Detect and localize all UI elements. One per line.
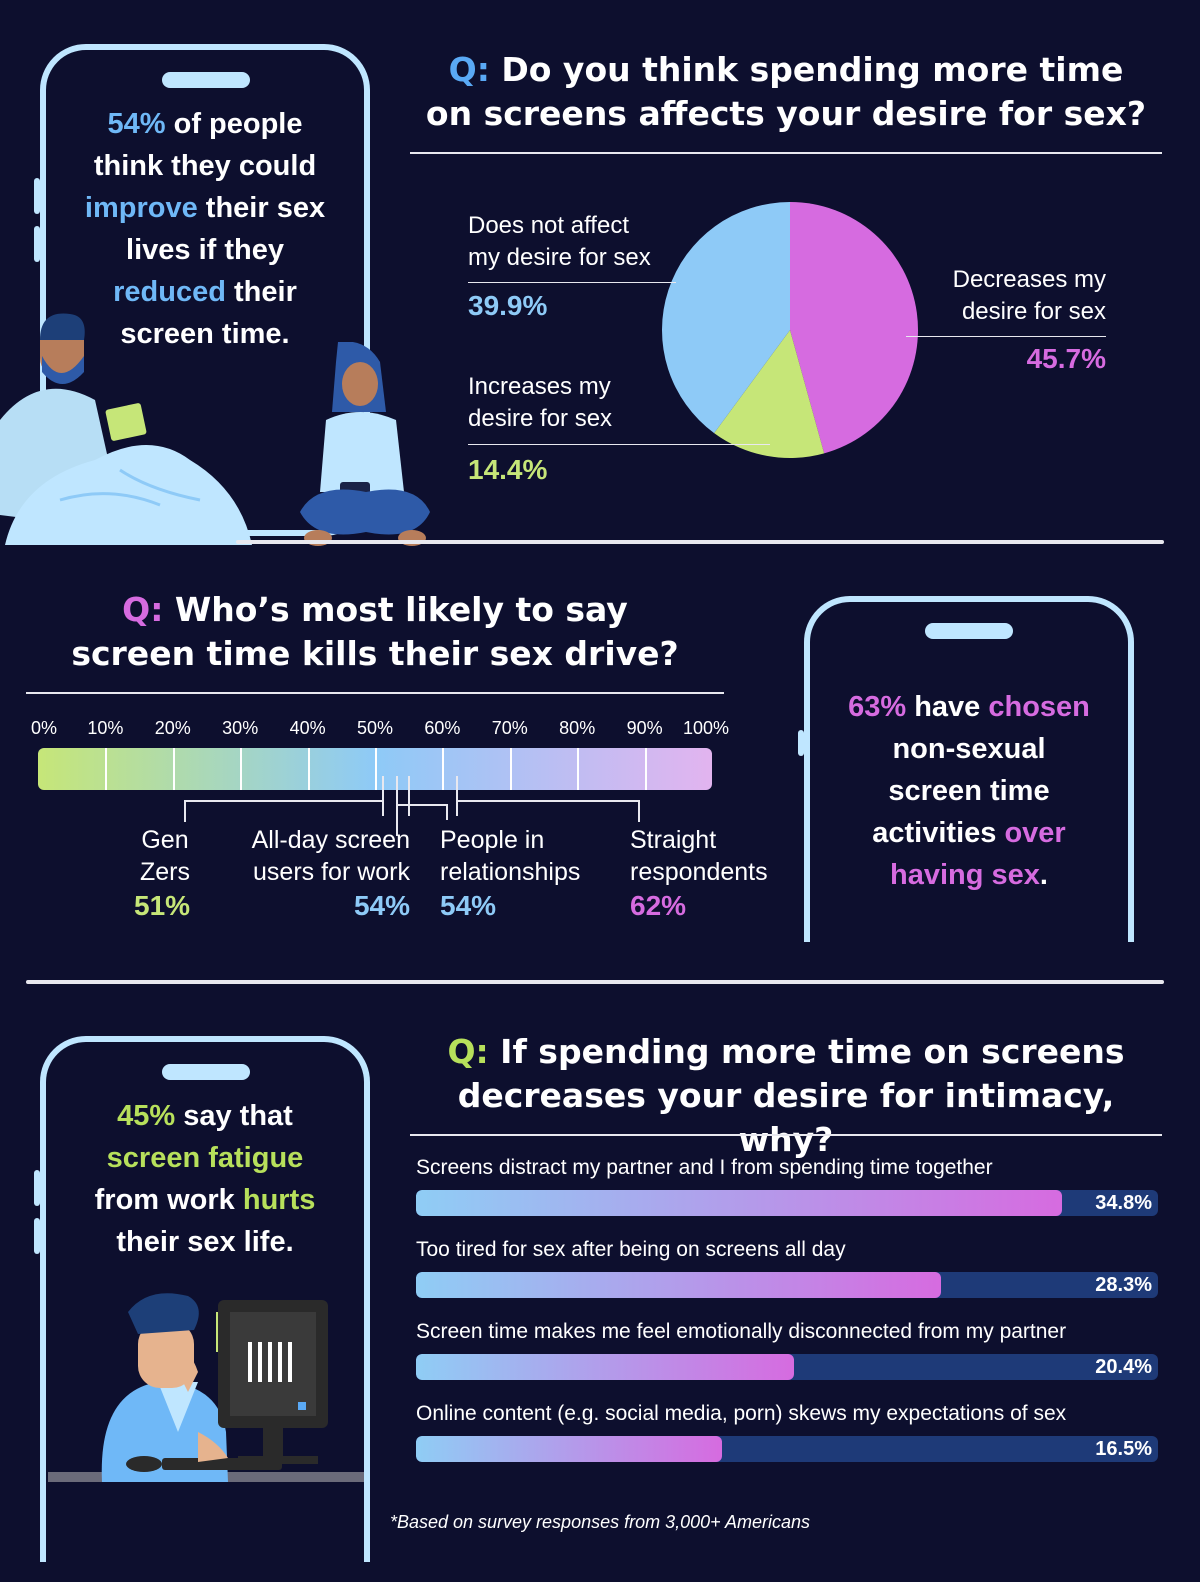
reason-bar — [416, 1272, 941, 1298]
pie-label-decreases: Decreases my desire for sex — [952, 266, 1106, 325]
group-label: Gen Zers — [140, 826, 190, 886]
section-divider — [26, 980, 1164, 984]
reason-label: Too tired for sex after being on screens… — [416, 1238, 846, 1261]
phone-side-button — [34, 178, 40, 214]
scale-tick-line — [240, 748, 243, 790]
scale-tick-line — [577, 748, 580, 790]
scale-tick-label: 90% — [626, 718, 663, 738]
phone-side-button — [34, 226, 40, 262]
pie-slice-0 — [790, 202, 918, 454]
phone-notch — [162, 72, 250, 88]
pie-leader-line — [468, 444, 770, 445]
scale-tick-line — [509, 748, 512, 790]
group-label: All-day screen users for work — [251, 826, 410, 886]
phone-side-button — [364, 1240, 370, 1294]
card1-stat-text: 54% of people think they could improve t… — [84, 108, 326, 350]
reason-bar-track: 16.5% — [416, 1436, 1158, 1462]
pie-chart — [662, 202, 918, 458]
q3-divider — [410, 1134, 1162, 1136]
scale-tick-line — [307, 748, 310, 790]
pie-slice-2 — [662, 202, 790, 434]
phone-card-2 — [804, 596, 1134, 942]
scale-tick-label: 20% — [154, 718, 191, 738]
group-marker-line — [407, 776, 410, 816]
pie-label-increases: Increases my desire for sex — [468, 373, 613, 432]
footnote: *Based on survey responses from 3,000+ A… — [389, 1512, 811, 1532]
group-label: People in relationships — [440, 826, 581, 886]
reason-bar-track: 28.3% — [416, 1272, 1158, 1298]
group-marker-line — [381, 776, 384, 816]
reason-label: Online content (e.g. social media, porn)… — [416, 1402, 1067, 1425]
group-value: 54% — [353, 890, 410, 921]
phone-notch — [162, 1064, 250, 1080]
scale-tick-label: 60% — [424, 718, 461, 738]
woman-with-phone-illustration — [300, 342, 430, 546]
tired-worker-illustration — [48, 1293, 364, 1482]
reason-bar — [416, 1436, 722, 1462]
scale-tick-line — [375, 748, 377, 790]
scale-tick-label: 10% — [87, 718, 124, 738]
phone-side-button — [34, 1170, 40, 1206]
reason-value: 28.3% — [1095, 1274, 1152, 1296]
group-value: 62% — [630, 890, 687, 921]
group-connector — [184, 800, 186, 822]
q2-title: Q: Who’s most likely to say screen time … — [71, 590, 679, 673]
group-value: 54% — [440, 890, 497, 921]
reason-bar-track: 20.4% — [416, 1354, 1158, 1380]
pie-value-increases: 14.4% — [468, 454, 548, 485]
pie-leader-line — [468, 282, 676, 283]
q2-divider — [26, 692, 724, 694]
scale-tick-label: 70% — [491, 718, 528, 738]
reason-bar — [416, 1190, 1062, 1216]
q1-title: Q: Do you think spending more time on sc… — [425, 50, 1147, 133]
man-in-bed-illustration — [0, 313, 252, 545]
reason-bar — [416, 1354, 794, 1380]
group-connector — [455, 800, 638, 802]
scale-tick-label: 30% — [222, 718, 259, 738]
scale-tick-line — [105, 748, 108, 790]
scale-tick-label: 50% — [356, 718, 394, 738]
pie-label-does-not-affect: Does not affect my desire for sex — [468, 212, 651, 271]
pie-slice-1 — [714, 330, 825, 458]
scale-tick-label: 100% — [682, 718, 730, 738]
reason-label: Screens distract my partner and I from s… — [416, 1156, 993, 1179]
q3-title: Q: If spending more time on screens decr… — [447, 1032, 1125, 1159]
group-marker-line — [455, 776, 458, 816]
phone-side-button — [364, 246, 370, 300]
reason-value: 20.4% — [1095, 1356, 1152, 1378]
group-connector — [446, 804, 448, 820]
scale-tick-line — [442, 748, 445, 790]
scale-tick-label: 0% — [30, 718, 57, 738]
pie-leader-line — [906, 336, 1106, 337]
group-connector — [638, 800, 640, 822]
reason-value: 16.5% — [1095, 1438, 1152, 1460]
scale-tick-label: 40% — [289, 718, 326, 738]
phone-notch — [925, 623, 1013, 639]
card3-stat-text: 45% say that screen fatigue from work hu… — [94, 1100, 316, 1258]
reason-value: 34.8% — [1095, 1192, 1152, 1214]
group-connector — [184, 800, 384, 802]
group-marker-line — [395, 776, 398, 836]
group-label: Straight respondents — [630, 826, 768, 886]
reasons-bar-chart: Screens distract my partner and I from s… — [416, 1156, 1158, 1462]
phone-card-3 — [40, 1036, 370, 1562]
phone-side-button — [798, 730, 804, 756]
reason-bar-track: 34.8% — [416, 1190, 1158, 1216]
percent-scale-chart: 0% 10% 20% 30% 40% 50% 60% 70% 80% 90% 100% Gen Zers… — [0, 0, 800, 940]
scale-tick-line — [644, 748, 647, 790]
scale-tick-label: 80% — [559, 718, 596, 738]
q1-divider — [410, 152, 1162, 154]
reason-label: Screen time makes me feel emotionally di… — [416, 1320, 1067, 1343]
phone-side-button — [1128, 800, 1134, 854]
phone-side-button — [34, 1218, 40, 1254]
scale-tick-line — [172, 748, 175, 790]
group-value: 51% — [134, 890, 191, 921]
card2-stat-text: 63% have chosen non-sexual screen time a… — [848, 691, 1090, 891]
group-connector — [395, 804, 446, 806]
section-divider — [236, 540, 1164, 544]
pie-value-decreases: 45.7% — [1026, 343, 1106, 374]
pie-value-does-not-affect: 39.9% — [468, 290, 548, 321]
